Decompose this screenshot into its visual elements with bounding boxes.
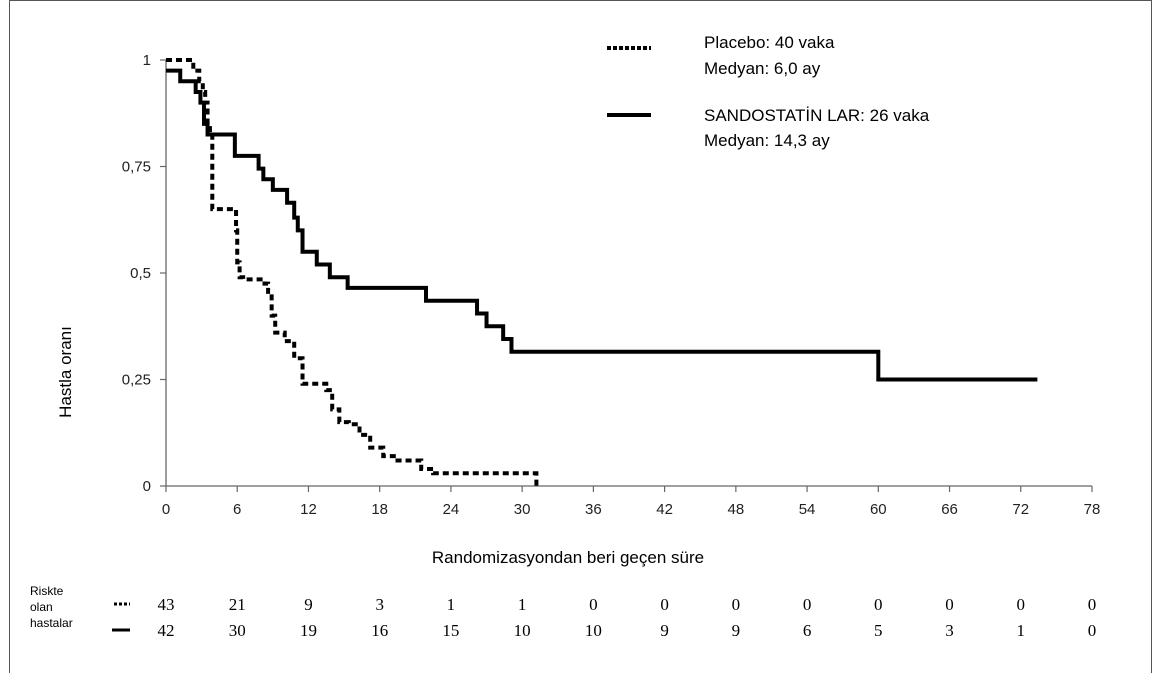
x-tick-label: 6 xyxy=(233,501,241,518)
risk-count-placebo: 0 xyxy=(660,595,669,614)
x-tick-label: 0 xyxy=(162,501,170,518)
risk-count-placebo: 0 xyxy=(945,595,954,614)
risk-count-placebo: 0 xyxy=(874,595,883,614)
risk-count-sandostatin: 15 xyxy=(442,621,459,640)
risk-count-placebo: 43 xyxy=(158,595,175,614)
risk-count-placebo: 0 xyxy=(1088,595,1097,614)
risk-count-placebo: 3 xyxy=(375,595,384,614)
risk-count-sandostatin: 30 xyxy=(229,621,246,640)
risk-count-placebo: 0 xyxy=(803,595,812,614)
risk-count-sandostatin: 10 xyxy=(514,621,531,640)
x-tick-label: 72 xyxy=(1012,501,1029,518)
risk-count-sandostatin: 9 xyxy=(732,621,741,640)
x-tick-label: 66 xyxy=(941,501,958,518)
y-tick-label: 0,5 xyxy=(130,265,151,282)
risk-count-sandostatin: 3 xyxy=(945,621,954,640)
risk-label-line1: Riskte xyxy=(30,584,64,598)
legend-placebo-median: Medyan: 6,0 ay xyxy=(704,59,821,78)
risk-count-sandostatin: 9 xyxy=(660,621,669,640)
legend: Placebo: 40 vaka Medyan: 6,0 ay SANDOSTA… xyxy=(607,33,930,150)
risk-count-placebo: 0 xyxy=(732,595,741,614)
risk-count-placebo: 9 xyxy=(304,595,313,614)
risk-count-placebo: 0 xyxy=(589,595,598,614)
risk-count-placebo: 21 xyxy=(229,595,246,614)
curves xyxy=(166,58,1038,486)
legend-placebo-label: Placebo: 40 vaka xyxy=(704,33,835,52)
risk-table: Riskte olan hastalar 43 21 9 3 1 1 0 0 0 0 0 0 0 042 3… xyxy=(30,584,1096,640)
risk-count-sandostatin: 42 xyxy=(158,621,175,640)
x-tick-label: 12 xyxy=(300,501,317,518)
series-line-placebo xyxy=(166,58,539,486)
x-tick-label: 36 xyxy=(585,501,602,518)
axes xyxy=(160,59,1093,492)
risk-count-placebo: 1 xyxy=(447,595,456,614)
series-line-sandostatin xyxy=(166,68,1038,382)
risk-count-sandostatin: 10 xyxy=(585,621,602,640)
risk-count-sandostatin: 5 xyxy=(874,621,883,640)
x-tick-label: 42 xyxy=(656,501,673,518)
risk-count-sandostatin: 0 xyxy=(1088,621,1097,640)
y-tick-label: 0,25 xyxy=(122,372,151,389)
legend-sandostatin-label: SANDOSTATİN LAR: 26 vaka xyxy=(704,106,930,125)
risk-label-line2: olan xyxy=(30,600,53,614)
x-tick-label: 30 xyxy=(514,501,531,518)
risk-count-sandostatin: 19 xyxy=(300,621,317,640)
risk-rows: 43 21 9 3 1 1 0 0 0 0 0 0 0 042 30 19 16 15 10 10 9 9 6 5 3 1 0 xyxy=(158,595,1097,640)
y-tick-label: 0 xyxy=(143,478,151,495)
y-tick-label: 1 xyxy=(143,52,151,69)
tick-labels: 0 6 12 18 24 30 36 42 48 54 60 66 72 78 0 0,25 0,5 0,75 1 xyxy=(122,52,1101,518)
chart-frame xyxy=(9,0,1152,673)
x-tick-label: 48 xyxy=(728,501,745,518)
x-tick-label: 24 xyxy=(443,501,460,518)
x-tick-label: 60 xyxy=(870,501,887,518)
x-axis-title: Randomizasyondan beri geçen süre xyxy=(432,548,704,567)
risk-count-placebo: 0 xyxy=(1017,595,1026,614)
y-tick-label: 0,75 xyxy=(122,159,151,176)
risk-count-sandostatin: 6 xyxy=(803,621,812,640)
risk-label-line3: hastalar xyxy=(30,616,73,630)
x-tick-label: 78 xyxy=(1084,501,1101,518)
x-tick-label: 54 xyxy=(799,501,816,518)
y-axis-title: Hastla oranı xyxy=(56,326,75,418)
legend-sandostatin-median: Medyan: 14,3 ay xyxy=(704,131,830,150)
risk-count-sandostatin: 16 xyxy=(371,621,388,640)
risk-count-placebo: 1 xyxy=(518,595,527,614)
risk-count-sandostatin: 1 xyxy=(1017,621,1026,640)
x-tick-label: 18 xyxy=(371,501,388,518)
